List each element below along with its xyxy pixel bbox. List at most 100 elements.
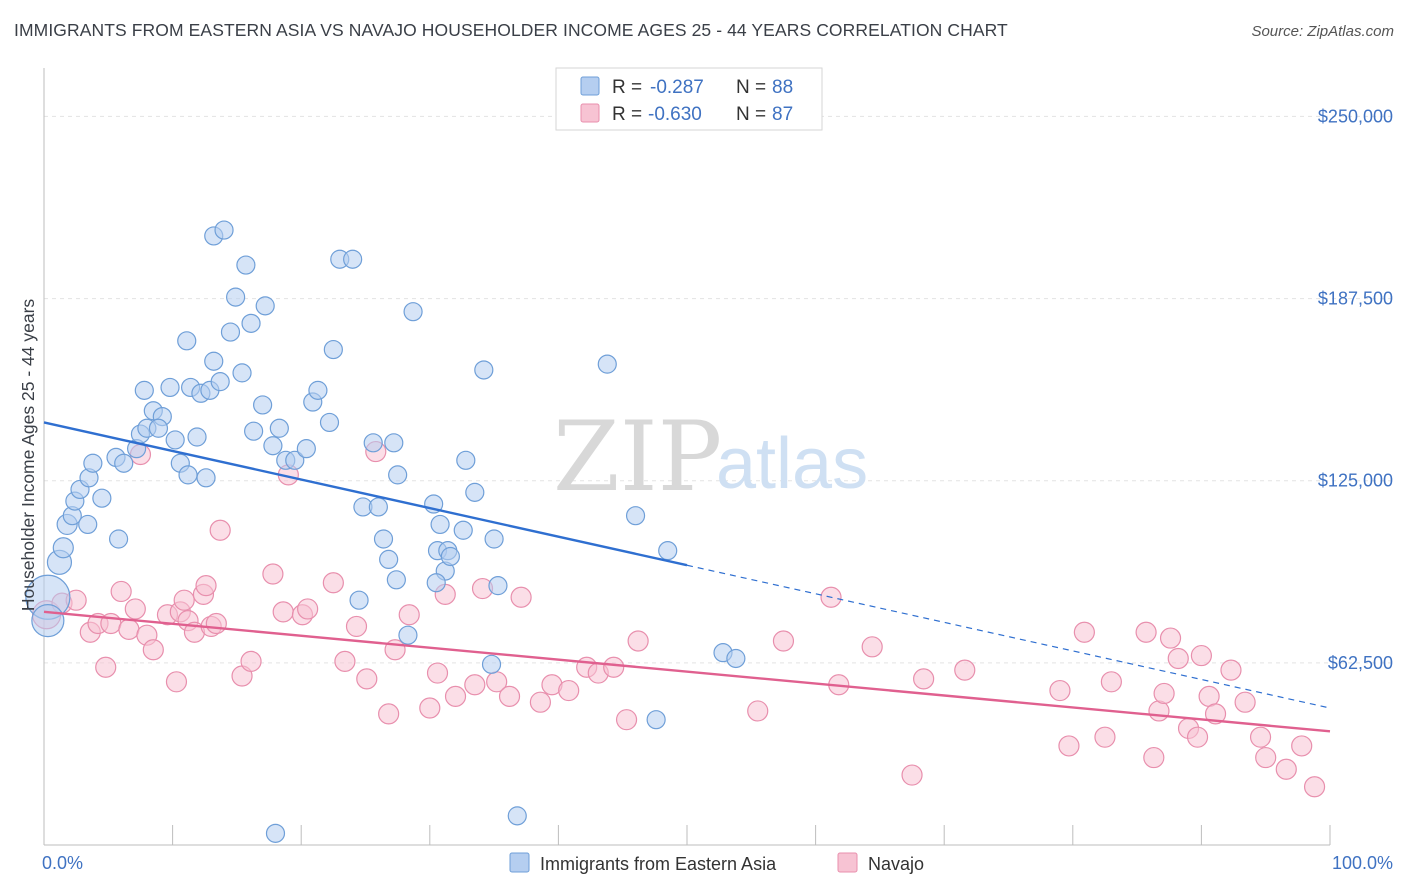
eastern-asia-point-51 — [319, 412, 340, 433]
eastern-asia-point-56 — [363, 433, 383, 453]
series-label-navajo: Navajo — [868, 854, 924, 874]
eastern-asia-point-48 — [296, 439, 316, 459]
navajo-point-32 — [334, 650, 356, 673]
y-tick-label-3: $250,000 — [1318, 106, 1393, 126]
navajo-point-81 — [1234, 691, 1256, 713]
navajo-point-83 — [1255, 746, 1277, 769]
eastern-asia-point-58 — [373, 529, 394, 549]
navajo-point-82 — [1249, 726, 1272, 748]
navajo-point-80 — [1220, 659, 1242, 681]
series-label-eastern-asia: Immigrants from Eastern Asia — [540, 854, 777, 874]
navajo-point-46 — [498, 685, 521, 707]
navajo-point-62 — [913, 668, 935, 690]
eastern-asia-point-22 — [160, 377, 180, 398]
legend-box — [555, 67, 823, 131]
y-tick-labels: $62,500 $125,000 $187,500 $250,000 — [1318, 106, 1393, 672]
y-tick-label-1: $125,000 — [1318, 471, 1393, 491]
navajo-point-54 — [615, 709, 638, 731]
navajo-point-73 — [1159, 627, 1182, 649]
eastern-asia-point-42 — [253, 395, 273, 415]
navajo-point-85 — [1291, 735, 1313, 757]
eastern-asia-point-32 — [204, 351, 224, 371]
eastern-asia-point-47 — [285, 450, 305, 470]
axes — [43, 68, 1331, 846]
navajo-point-48 — [529, 691, 551, 713]
navajo-point-31 — [322, 572, 344, 594]
eastern-asia-point-20 — [148, 418, 169, 438]
legend-swatch-blue — [580, 76, 600, 96]
eastern-asia-point-87 — [265, 823, 286, 843]
eastern-asia-point-62 — [398, 625, 418, 645]
navajo-point-38 — [398, 604, 420, 626]
series-legend: Immigrants from Eastern Asia Navajo — [509, 852, 924, 874]
navajo-point-71 — [1148, 700, 1170, 722]
navajo-point-39 — [419, 697, 441, 719]
eastern-asia-point-81 — [646, 710, 666, 730]
eastern-asia-point-83 — [726, 648, 746, 669]
eastern-asia-point-60 — [384, 433, 404, 453]
eastern-asia-point-59 — [379, 549, 399, 570]
navajo-point-5 — [95, 656, 117, 678]
navajo-point-26 — [262, 563, 284, 585]
watermark-zip: ZIP — [553, 401, 722, 513]
eastern-asia-point-41 — [244, 421, 264, 441]
navajo-point-20 — [195, 575, 217, 597]
eastern-asia-point-36 — [220, 322, 241, 342]
x-tick-max: 100.0% — [1332, 853, 1393, 873]
eastern-asia-point-9 — [83, 453, 103, 473]
navajo-point-76 — [1186, 726, 1209, 748]
eastern-asia-point-74 — [474, 360, 494, 380]
eastern-asia-point-69 — [440, 546, 460, 567]
navajo-point-67 — [1094, 726, 1116, 748]
eastern-asia-point-10 — [92, 488, 112, 508]
navajo-point-43 — [464, 674, 486, 696]
chart-title: IMMIGRANTS FROM EASTERN ASIA VS NAVAJO H… — [14, 20, 1008, 40]
navajo-point-8 — [118, 618, 140, 640]
navajo-point-56 — [747, 700, 769, 722]
navajo-point-42 — [444, 685, 467, 707]
navajo-point-74 — [1167, 647, 1189, 670]
legend-r-value-2: -0.630 — [648, 104, 702, 125]
eastern-asia-point-86 — [349, 590, 369, 610]
navajo-point-77 — [1190, 644, 1213, 667]
eastern-asia-point-77 — [507, 806, 527, 826]
eastern-asia-point-23 — [165, 430, 185, 450]
eastern-asia-point-12 — [114, 453, 134, 473]
eastern-asia-point-28 — [178, 465, 198, 485]
legend-n-value-1: 88 — [772, 77, 793, 98]
eastern-asia-point-21 — [134, 380, 154, 400]
eastern-asia-point-44 — [263, 436, 283, 456]
eastern-asia-point-84 — [426, 573, 446, 593]
navajo-point-70 — [1143, 746, 1165, 769]
navajo-point-84 — [1275, 758, 1297, 780]
y-axis-label: Householder Income Ages 25 - 44 years — [18, 299, 38, 612]
legend-swatch-pink — [580, 103, 600, 123]
eastern-asia-points — [25, 220, 746, 843]
eastern-asia-point-78 — [597, 354, 617, 374]
eastern-asia-point-79 — [625, 506, 646, 526]
navajo-point-66 — [1073, 621, 1095, 643]
navajo-point-57 — [772, 630, 795, 652]
eastern-asia-trend-line — [43, 421, 688, 567]
eastern-asia-point-76 — [481, 654, 502, 674]
legend-r-value-1: -0.287 — [650, 77, 704, 98]
navajo-point-55 — [627, 630, 649, 652]
eastern-asia-point-52 — [323, 339, 343, 360]
series-swatch-eastern-asia — [509, 852, 530, 873]
navajo-point-12 — [142, 639, 164, 661]
eastern-asia-point-54 — [343, 249, 363, 269]
navajo-trend-line — [43, 610, 1331, 733]
gridlines — [44, 115, 1394, 664]
x-tick-min: 0.0% — [42, 853, 83, 873]
eastern-asia-point-61 — [388, 465, 408, 485]
navajo-point-69 — [1135, 621, 1157, 643]
eastern-asia-point-33 — [210, 372, 230, 392]
source-credit: Source: ZipAtlas.com — [1251, 23, 1394, 40]
navajo-point-47 — [510, 586, 532, 608]
eastern-asia-point-3 — [52, 537, 74, 559]
navajo-point-22 — [205, 612, 227, 635]
eastern-asia-point-71 — [465, 482, 485, 502]
eastern-asia-point-30 — [196, 468, 216, 488]
eastern-asia-point-37 — [226, 287, 246, 307]
